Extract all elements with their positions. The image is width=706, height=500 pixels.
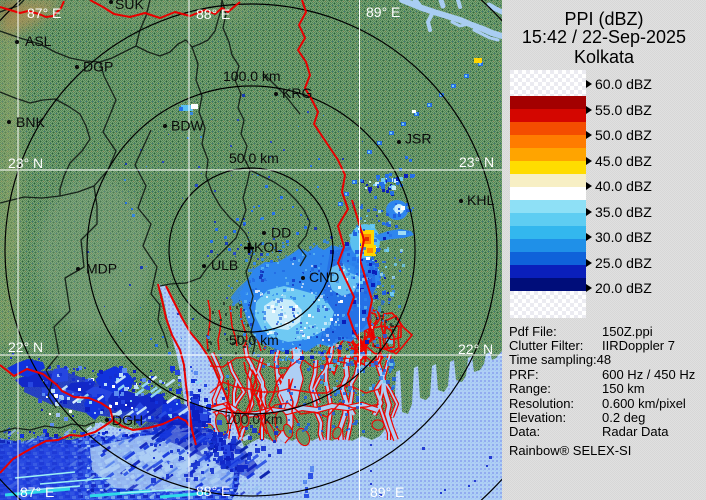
svg-text:ULB: ULB bbox=[211, 257, 238, 273]
svg-text:22° N: 22° N bbox=[8, 339, 43, 355]
svg-text:CND: CND bbox=[309, 269, 339, 285]
svg-text:SUK: SUK bbox=[115, 0, 144, 12]
svg-text:DD: DD bbox=[271, 225, 291, 241]
svg-text:ASL: ASL bbox=[25, 33, 52, 49]
svg-text:23° N: 23° N bbox=[459, 154, 494, 170]
svg-text:DGH: DGH bbox=[112, 412, 143, 428]
svg-text:KHL: KHL bbox=[467, 192, 494, 208]
svg-text:KOL: KOL bbox=[254, 239, 282, 255]
svg-text:KRG: KRG bbox=[282, 85, 312, 101]
svg-text:87° E: 87° E bbox=[20, 484, 54, 500]
svg-text:89° E: 89° E bbox=[366, 4, 400, 20]
svg-text:JSR: JSR bbox=[405, 131, 431, 147]
svg-text:MDP: MDP bbox=[86, 261, 117, 277]
svg-text:87° E: 87° E bbox=[27, 5, 61, 21]
svg-text:BNK: BNK bbox=[16, 114, 45, 130]
svg-text:100.0 km: 100.0 km bbox=[225, 411, 283, 427]
svg-text:89° E: 89° E bbox=[370, 484, 404, 500]
svg-text:50.0 km: 50.0 km bbox=[229, 150, 279, 166]
svg-text:DGP: DGP bbox=[83, 59, 113, 75]
svg-text:100.0 km: 100.0 km bbox=[223, 68, 281, 84]
svg-text:BDW: BDW bbox=[171, 118, 204, 134]
svg-text:88° E: 88° E bbox=[196, 483, 230, 499]
svg-text:50.0 km: 50.0 km bbox=[229, 332, 279, 348]
svg-text:88° E: 88° E bbox=[196, 6, 230, 22]
svg-text:23° N: 23° N bbox=[8, 155, 43, 171]
svg-text:22° N: 22° N bbox=[458, 341, 493, 357]
